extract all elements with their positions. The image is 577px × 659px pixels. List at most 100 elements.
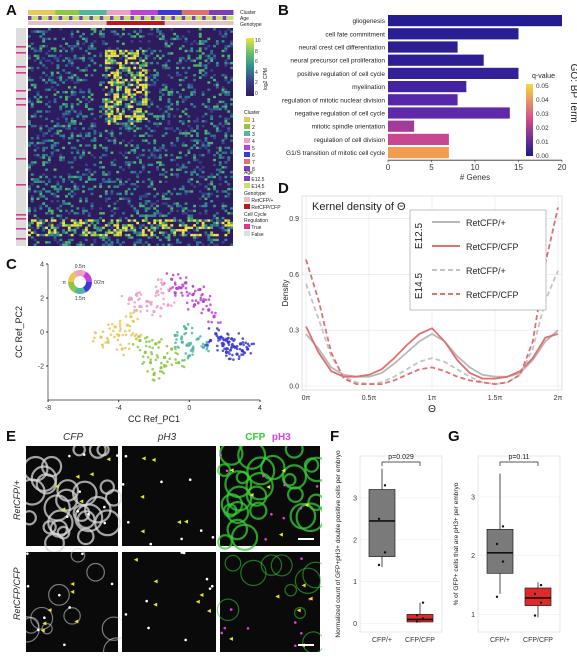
heatmap-cell bbox=[224, 61, 228, 65]
heatmap-cell bbox=[164, 192, 168, 196]
heatmap-cell bbox=[121, 28, 125, 31]
heatmap-cell bbox=[204, 178, 208, 181]
heatmap-cell bbox=[215, 124, 219, 128]
heatmap-cell bbox=[42, 71, 46, 75]
heatmap-cell bbox=[139, 231, 142, 234]
heatmap-cell bbox=[144, 219, 148, 222]
heatmap-cell bbox=[76, 115, 80, 118]
heatmap-cell bbox=[158, 221, 162, 225]
heatmap-cell bbox=[116, 40, 120, 43]
cellcycle-legend: Cell Cycle Regulation True False bbox=[244, 212, 278, 238]
cluster-bar bbox=[96, 10, 101, 15]
heatmap-cell bbox=[90, 124, 94, 128]
heatmap-cell bbox=[79, 197, 83, 200]
cluster-bar bbox=[92, 10, 97, 15]
ph3-spot bbox=[121, 483, 125, 486]
heatmap-cell bbox=[124, 78, 128, 82]
cluster-item-label: 1 bbox=[252, 118, 255, 124]
heatmap-cell bbox=[139, 90, 142, 94]
heatmap-cell bbox=[47, 28, 51, 31]
heatmap-cell bbox=[156, 117, 159, 121]
heatmap-cell bbox=[121, 69, 125, 72]
heatmap-cell bbox=[70, 209, 74, 213]
heatmap-cell bbox=[110, 90, 114, 94]
heatmap-cell bbox=[213, 163, 216, 167]
heatmap-cell bbox=[227, 226, 231, 230]
heatmap-cell bbox=[130, 192, 134, 196]
bar bbox=[388, 120, 415, 132]
heatmap-cell bbox=[144, 226, 148, 230]
bar bbox=[388, 107, 510, 119]
scatter-point bbox=[198, 335, 202, 338]
ph3-spot bbox=[82, 453, 86, 456]
heatmap-cell bbox=[59, 78, 63, 82]
heatmap-cell bbox=[84, 173, 88, 176]
heatmap-cell bbox=[201, 175, 205, 179]
heatmap-cell bbox=[167, 243, 171, 246]
genotype-bar bbox=[181, 21, 186, 25]
ph3-spot bbox=[81, 552, 84, 556]
heatmap-cell bbox=[127, 69, 131, 72]
heatmap-cell bbox=[102, 98, 105, 101]
heatmap-cell bbox=[136, 115, 140, 118]
heatmap-cell bbox=[195, 132, 199, 135]
colorbar-tick: 0 bbox=[255, 90, 258, 97]
cluster-bar bbox=[144, 10, 149, 15]
heatmap-cell bbox=[133, 146, 137, 150]
heatmap-cell bbox=[224, 90, 228, 94]
heatmap-cell bbox=[110, 66, 114, 70]
heatmap-cell bbox=[119, 52, 122, 55]
heatmap-cell bbox=[124, 115, 128, 118]
genotype-bar bbox=[96, 21, 101, 25]
heatmap-cell bbox=[170, 158, 174, 162]
heatmap-cell bbox=[176, 37, 179, 41]
heatmap-cell bbox=[28, 120, 31, 123]
heatmap-cell bbox=[59, 124, 63, 128]
heatmap-cell bbox=[30, 195, 34, 198]
scatter-point bbox=[149, 358, 153, 361]
heatmap-cell bbox=[104, 98, 108, 101]
heatmap-cell bbox=[56, 183, 60, 186]
heatmap-cell bbox=[107, 221, 111, 225]
heatmap-cell bbox=[50, 71, 54, 75]
heatmap-cell bbox=[156, 61, 159, 65]
heatmap-cell bbox=[204, 71, 208, 75]
heatmap-cell bbox=[67, 224, 71, 227]
heatmap-cell bbox=[230, 30, 233, 33]
heatmap-cell bbox=[201, 153, 205, 157]
heatmap-cell bbox=[184, 233, 188, 237]
ph3-spot bbox=[110, 582, 114, 586]
heatmap-cell bbox=[110, 231, 114, 234]
scatter-point bbox=[189, 349, 193, 352]
age-bar bbox=[161, 16, 166, 20]
heatmap-cell bbox=[227, 224, 231, 227]
heatmap-cell bbox=[96, 229, 100, 232]
arrowhead-marker bbox=[89, 472, 94, 477]
data-point bbox=[539, 601, 543, 604]
heatmap-cell bbox=[178, 37, 182, 41]
tissue-ring bbox=[94, 509, 121, 537]
scatter-point bbox=[121, 333, 125, 337]
age-bar bbox=[154, 16, 159, 20]
cluster-bar bbox=[147, 10, 152, 15]
cluster-legend-item: 2 bbox=[244, 124, 260, 131]
scatter-point bbox=[205, 346, 209, 349]
heatmap-cell bbox=[190, 83, 194, 87]
heatmap-cell bbox=[56, 231, 60, 234]
heatmap-cell bbox=[147, 105, 151, 108]
heatmap-cell bbox=[93, 30, 97, 33]
heatmap-cell bbox=[141, 103, 145, 106]
y-tick-label: 0.0 bbox=[289, 384, 299, 391]
heatmap-cell bbox=[53, 141, 57, 145]
heatmap-cell bbox=[161, 32, 165, 36]
heatmap-cell bbox=[204, 202, 208, 205]
ph3-spot bbox=[63, 643, 66, 647]
ph3-spot bbox=[219, 453, 222, 457]
legend-series-label: RetCFP/+ bbox=[466, 266, 506, 276]
heatmap-cell bbox=[227, 110, 231, 113]
age-item: E12.5 bbox=[251, 177, 265, 183]
age-bar bbox=[38, 16, 43, 20]
chart-title: Kernel density of Θ bbox=[312, 201, 406, 213]
heatmap-cell bbox=[65, 195, 68, 198]
